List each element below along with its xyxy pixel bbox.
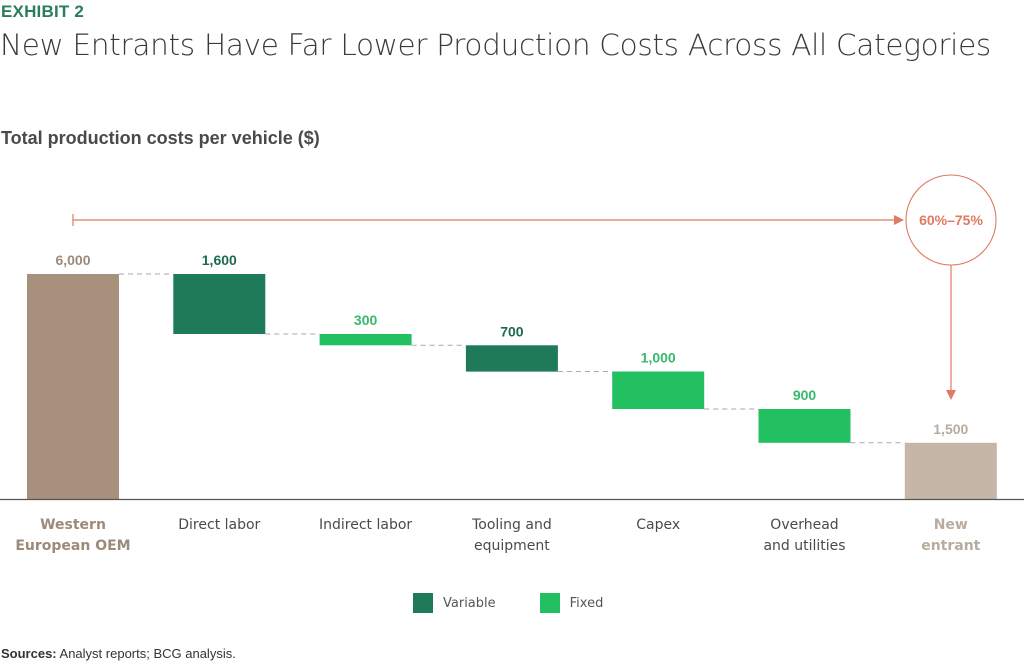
connector-lines: [119, 273, 905, 444]
category-label: Western European OEM: [15, 517, 130, 554]
category-label-line: equipment: [474, 538, 550, 554]
arrow-down-icon: [946, 390, 956, 400]
exhibit-label: EXHIBIT 2: [1, 2, 85, 21]
value-label: 300: [354, 312, 378, 328]
sources-text: Analyst reports; BCG analysis.: [56, 646, 236, 661]
bar-new-entrant: [904, 442, 997, 500]
category-label-line: Overhead: [770, 517, 838, 533]
category-label-line: Tooling and: [471, 517, 552, 533]
annotation-text: 60%–75%: [919, 212, 983, 228]
category-label: Capex: [636, 517, 680, 533]
sources-note: Sources: Analyst reports; BCG analysis.: [1, 646, 236, 661]
bar-tooling-and-equipment: [465, 345, 558, 372]
value-label: 700: [500, 323, 524, 339]
category-label-line: Capex: [636, 517, 680, 533]
category-labels: Western European OEM Direct labor Indirect …: [15, 517, 980, 554]
category-label-line: New: [934, 517, 968, 533]
bar-overhead-and-utilities: [758, 409, 851, 443]
bar-direct-labor: [173, 274, 266, 334]
bar-capex: [612, 371, 705, 409]
chart-title: New Entrants Have Far Lower Production C…: [0, 28, 991, 62]
category-label-line: Direct labor: [178, 517, 260, 533]
value-label: 900: [793, 387, 817, 403]
value-label: 1,600: [202, 252, 237, 268]
legend-label-variable: Variable: [443, 595, 496, 611]
category-label-line: European OEM: [15, 538, 130, 554]
reduction-annotation: 60%–75%: [72, 174, 997, 400]
value-label: 6,000: [55, 252, 90, 268]
y-axis-label: Total production costs per vehicle ($): [1, 128, 320, 148]
category-label-line: and utilities: [763, 538, 845, 554]
value-labels: 6,000 1,600 300 700 1,000 900 1,500: [55, 252, 968, 437]
legend-swatch-variable: [413, 593, 433, 613]
value-label: 1,000: [641, 350, 676, 366]
sources-label: Sources:: [1, 646, 57, 661]
category-label: Indirect labor: [319, 517, 412, 533]
category-label-line: entrant: [921, 538, 980, 554]
category-label: Direct labor: [178, 517, 260, 533]
legend-item-fixed: Fixed: [539, 593, 604, 613]
category-label: New entrant: [921, 517, 980, 554]
legend-swatch-fixed: [539, 593, 560, 613]
arrow-right-icon: [894, 215, 904, 225]
legend: Variable Fixed: [413, 593, 647, 613]
bar-western-european-oem: [27, 274, 119, 499]
legend-label-fixed: Fixed: [569, 595, 604, 611]
bar-indirect-labor: [319, 334, 412, 346]
value-label: 1,500: [933, 421, 968, 437]
category-label-line: Indirect labor: [319, 517, 412, 533]
legend-item-variable: Variable: [413, 593, 496, 613]
category-label: Tooling and equipment: [471, 517, 552, 554]
category-label: Overhead and utilities: [763, 517, 845, 554]
category-label-line: Western: [40, 517, 106, 533]
bars: [27, 274, 997, 500]
